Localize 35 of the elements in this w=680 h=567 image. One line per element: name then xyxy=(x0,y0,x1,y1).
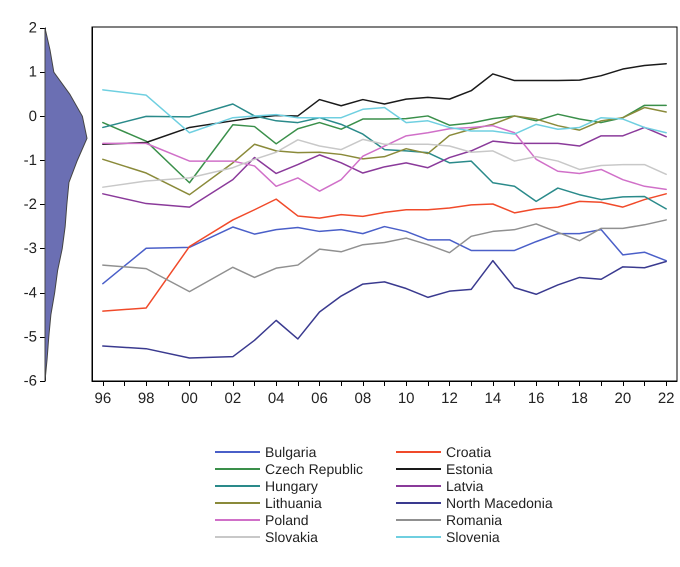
x-tick-label: 98 xyxy=(138,390,155,407)
x-tick-label: 02 xyxy=(224,390,242,407)
legend-label: Bulgaria xyxy=(265,444,317,460)
x-tick-label: 12 xyxy=(441,390,458,407)
y-tick-label: 1 xyxy=(28,64,37,81)
y-tick-label: -4 xyxy=(24,284,37,302)
y-tick-label: -6 xyxy=(24,372,37,390)
y-tick-label: 0 xyxy=(28,108,37,125)
x-tick-label: 06 xyxy=(311,390,328,407)
y-tick-label: -2 xyxy=(24,196,37,213)
y-tick-label: 2 xyxy=(28,20,37,36)
x-tick-label: 04 xyxy=(268,390,285,407)
x-tick-label: 96 xyxy=(94,390,112,407)
legend-label: Romania xyxy=(446,512,502,528)
legend-label: Croatia xyxy=(446,444,492,460)
legend-label: Czech Republic xyxy=(265,461,364,477)
legend-label: Estonia xyxy=(446,461,493,477)
y-tick-label: -1 xyxy=(24,152,37,169)
x-tick-label: 22 xyxy=(658,390,675,407)
legend-label: Poland xyxy=(265,512,309,528)
x-tick-label: 14 xyxy=(484,390,502,407)
x-tick-label: 00 xyxy=(181,390,198,407)
legend-label: Hungary xyxy=(265,478,318,494)
x-tick-label: 18 xyxy=(571,390,588,407)
x-tick-label: 16 xyxy=(528,390,545,407)
x-tick-label: 20 xyxy=(614,390,632,407)
x-tick-label: 10 xyxy=(398,390,415,407)
legend-label: North Macedonia xyxy=(446,495,553,511)
legend-label: Lithuania xyxy=(265,495,322,511)
legend-label: Slovakia xyxy=(265,529,318,545)
x-tick-label: 08 xyxy=(354,390,372,407)
legend-label: Latvia xyxy=(446,478,484,494)
y-tick-label: -3 xyxy=(24,240,37,258)
legend-label: Slovenia xyxy=(446,529,500,545)
y-tick-label: -5 xyxy=(24,328,37,346)
